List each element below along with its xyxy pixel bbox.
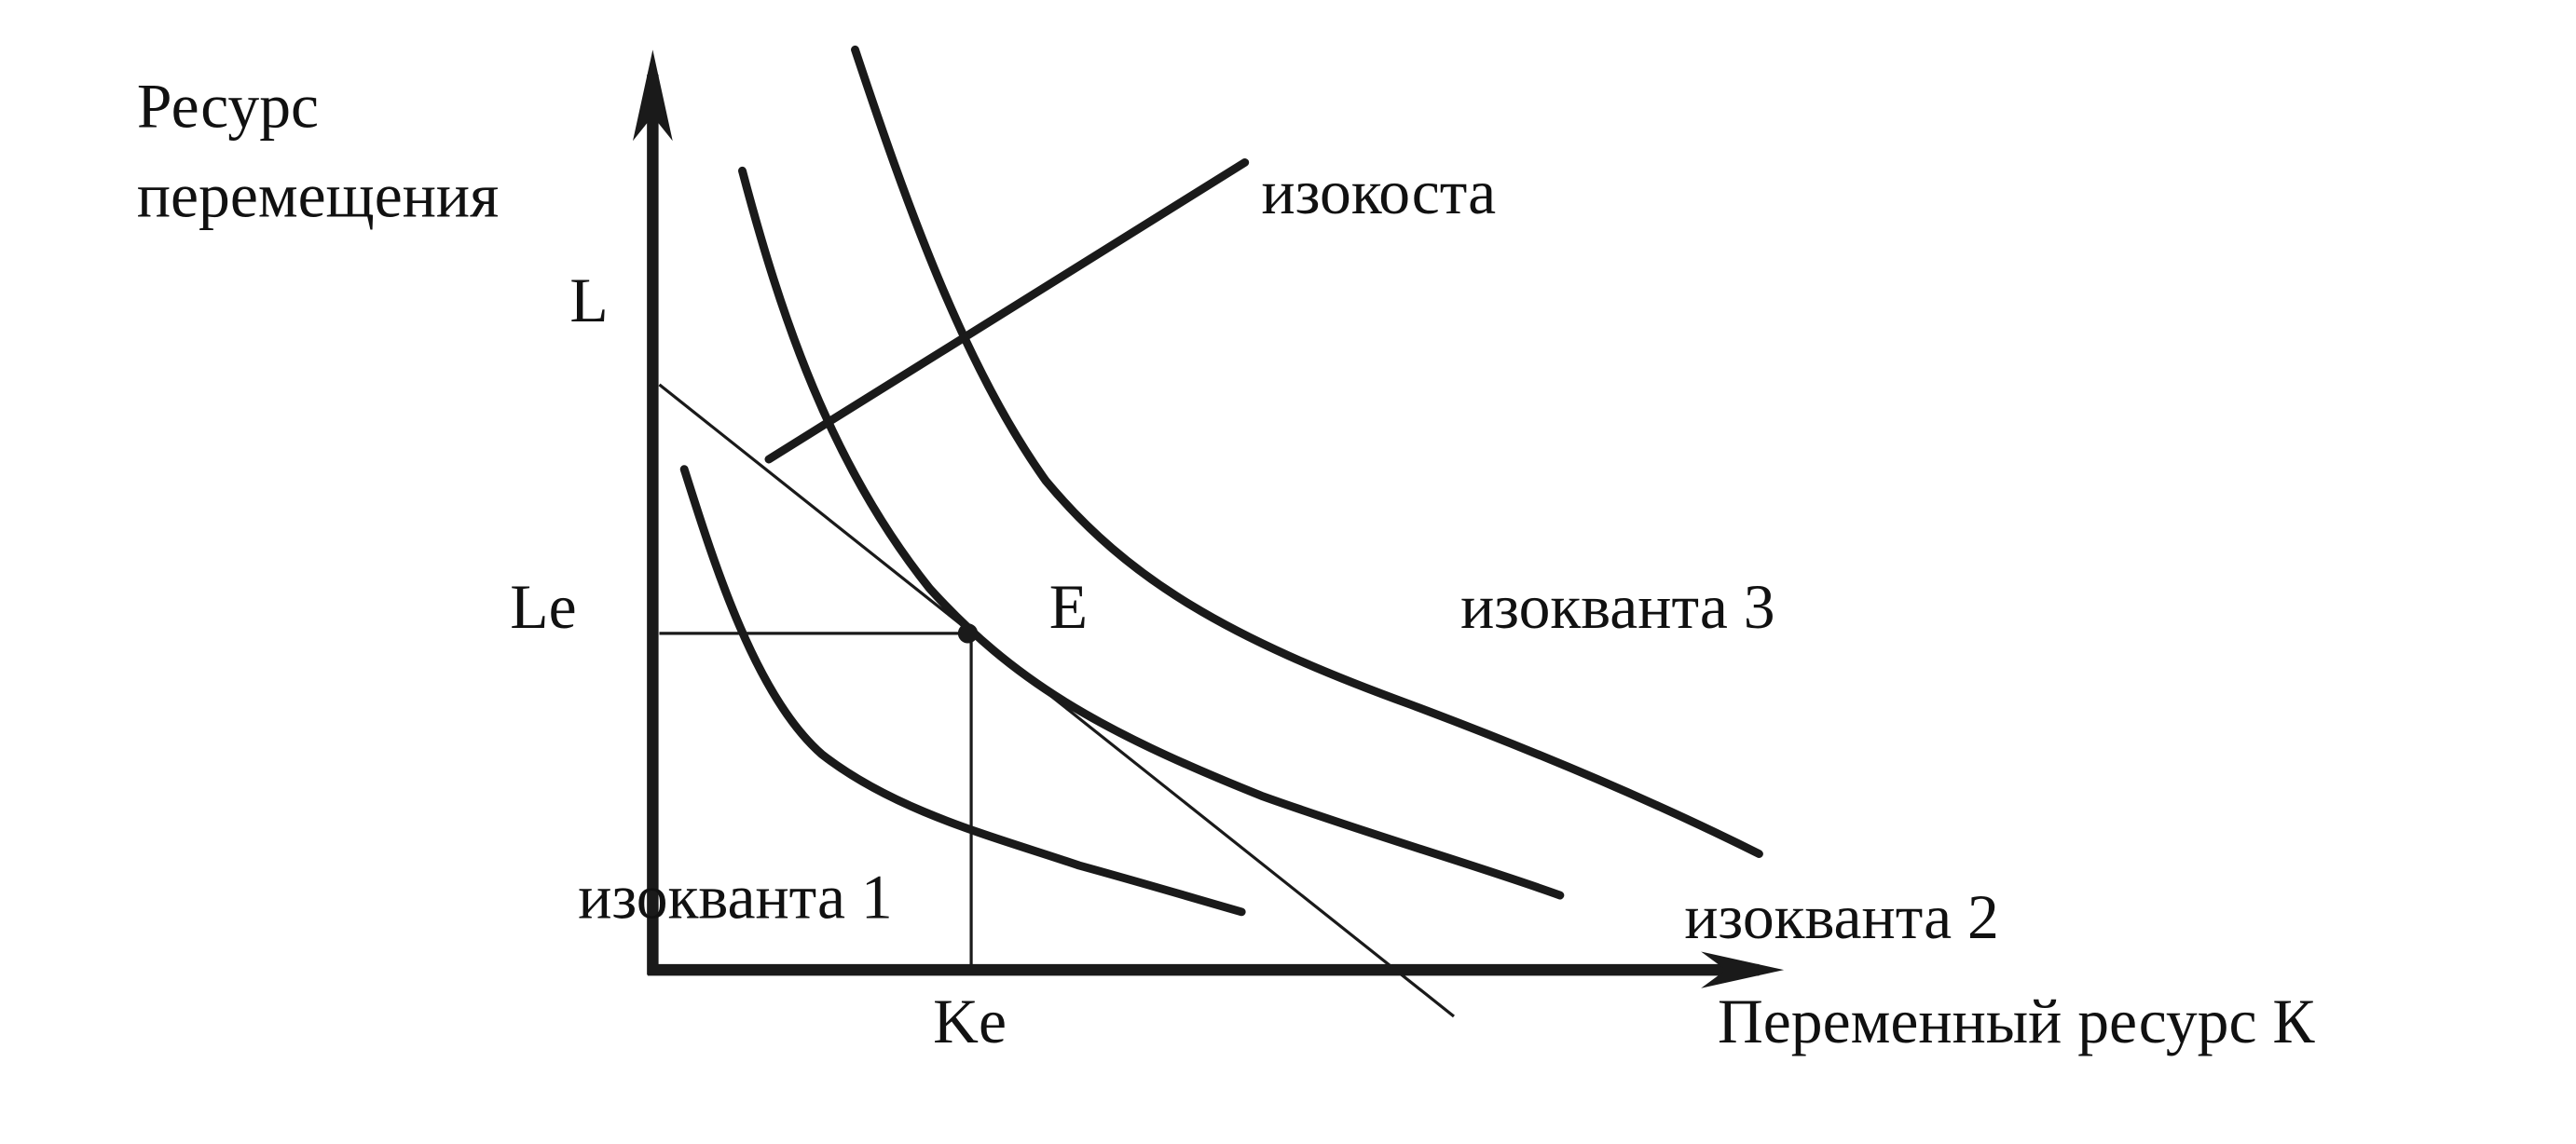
- isocost-line: [658, 383, 1455, 1018]
- label-e: E: [1049, 572, 1088, 642]
- y-axis-arrow: [633, 49, 673, 142]
- isoquant-1: [679, 465, 1246, 917]
- label-ke: Ke: [933, 987, 1007, 1056]
- point-e: [957, 623, 979, 644]
- isoquant-label: изокванта 1: [578, 862, 892, 932]
- y-axis-label: Ресурс: [137, 72, 319, 142]
- label-le: Le: [510, 572, 576, 642]
- isocost-pointer: [764, 157, 1250, 464]
- isoquant-label: изокванта 3: [1460, 572, 1774, 642]
- y-axis-label: перемещения: [137, 161, 499, 231]
- x-axis-arrow: [1701, 951, 1785, 988]
- isocost-label: изокоста: [1262, 157, 1497, 227]
- label-l: L: [569, 266, 608, 335]
- isoquant-label: изокванта 2: [1684, 882, 1998, 952]
- x-axis-label: Переменный ресурс К: [1718, 987, 2315, 1056]
- isoquant-3: [851, 45, 1763, 859]
